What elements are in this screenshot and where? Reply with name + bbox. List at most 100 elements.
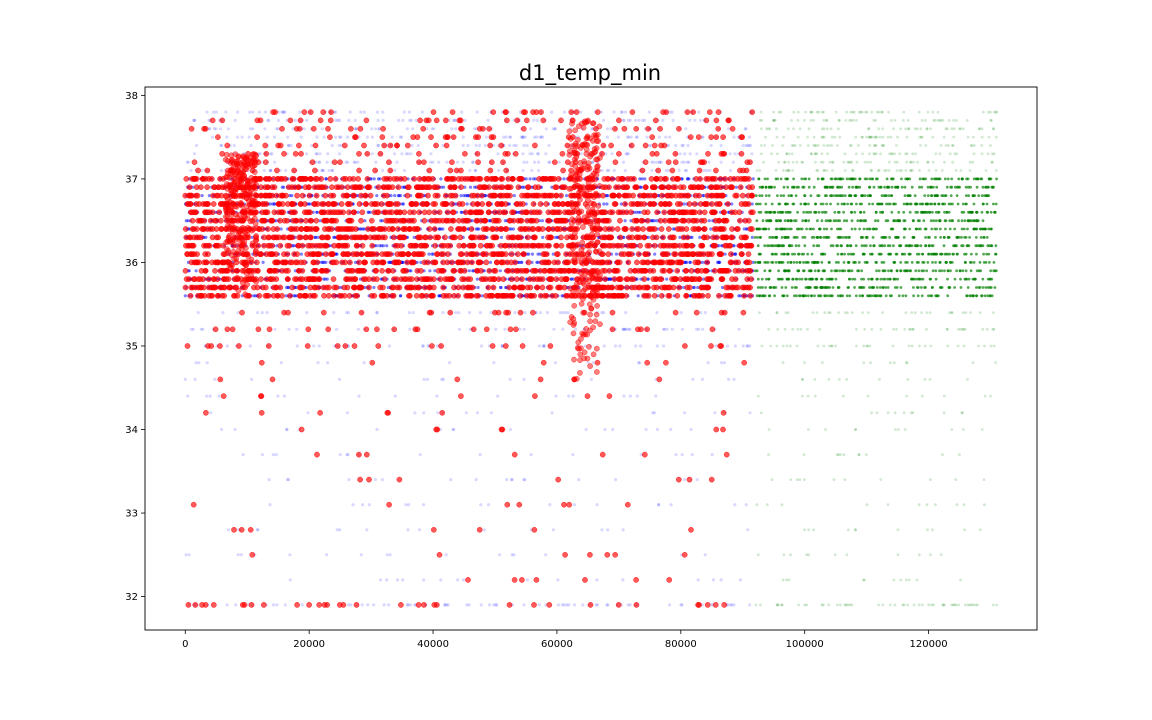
point-green	[825, 277, 829, 281]
point-green	[883, 244, 887, 248]
point-green	[804, 219, 808, 223]
point-green	[800, 394, 804, 398]
point-green	[878, 378, 881, 381]
point-green	[822, 227, 826, 231]
point-green	[917, 503, 921, 507]
point-green	[836, 177, 840, 181]
point-green	[841, 394, 845, 398]
point-blue	[233, 118, 237, 122]
point-green	[863, 160, 867, 164]
point-green	[972, 227, 976, 231]
point-green	[797, 603, 800, 607]
point-green	[812, 185, 816, 189]
point-green	[823, 269, 826, 273]
point-blue	[466, 194, 470, 198]
point-blue	[645, 135, 649, 139]
point-green	[888, 294, 892, 298]
point-green	[757, 177, 761, 181]
point-green	[773, 294, 776, 298]
point-blue	[693, 118, 697, 122]
point-blue	[542, 344, 546, 348]
point-blue	[512, 194, 516, 198]
point-green	[759, 144, 763, 147]
point-green	[789, 194, 793, 198]
point-blue	[682, 202, 686, 206]
point-blue	[650, 168, 654, 173]
point-blue	[408, 118, 412, 122]
point-green	[828, 144, 831, 147]
point-green	[795, 227, 799, 231]
point-blue	[463, 118, 467, 122]
point-green	[931, 135, 935, 139]
point-green	[817, 244, 821, 248]
point-blue	[605, 194, 609, 198]
point-green	[909, 169, 913, 172]
point-blue	[687, 160, 691, 164]
point-green	[890, 152, 894, 156]
point-green	[957, 177, 961, 181]
point-blue	[317, 160, 321, 164]
point-green	[791, 160, 795, 164]
point-green	[909, 169, 913, 172]
point-green	[782, 135, 786, 139]
point-green	[803, 361, 806, 365]
point-blue	[601, 118, 606, 122]
point-green	[953, 603, 956, 607]
point-green	[831, 160, 835, 164]
point-green	[899, 269, 902, 273]
point-green	[890, 119, 893, 122]
point-green	[820, 110, 824, 114]
point-green	[914, 269, 918, 273]
point-blue	[233, 427, 237, 432]
point-blue	[315, 152, 319, 156]
point-blue	[688, 260, 692, 264]
point-green	[963, 327, 967, 331]
point-blue	[627, 327, 631, 331]
point-green	[877, 110, 881, 114]
point-blue	[533, 160, 537, 164]
point-green	[764, 202, 768, 206]
point-blue	[492, 361, 496, 365]
point-green	[919, 244, 923, 248]
point-blue	[728, 152, 732, 156]
point-green	[976, 177, 980, 181]
point-green	[995, 603, 999, 607]
point-green	[813, 152, 817, 156]
point-green	[780, 286, 784, 289]
point-green	[991, 152, 994, 156]
point-green	[772, 119, 775, 122]
point-blue	[298, 110, 302, 114]
point-green	[938, 261, 942, 264]
point-green	[953, 127, 956, 131]
point-green	[926, 110, 930, 114]
point-blue	[498, 269, 502, 273]
point-blue	[236, 553, 240, 557]
point-green	[905, 202, 909, 206]
point-blue	[751, 177, 755, 181]
point-green	[787, 219, 790, 223]
point-green	[940, 269, 943, 273]
point-blue	[184, 219, 188, 223]
point-blue	[192, 152, 197, 156]
point-green	[759, 603, 762, 607]
point-blue	[538, 344, 542, 348]
point-green	[771, 144, 774, 147]
point-blue	[318, 152, 322, 156]
point-blue	[528, 177, 532, 181]
point-blue	[338, 135, 342, 139]
point-green	[882, 269, 886, 273]
point-green	[782, 553, 786, 557]
point-blue	[670, 327, 674, 331]
point-blue	[489, 411, 493, 415]
point-green	[851, 169, 855, 172]
point-blue	[686, 143, 690, 148]
point-blue	[649, 219, 654, 223]
point-blue	[422, 411, 426, 415]
point-green	[992, 327, 996, 331]
point-blue	[669, 503, 673, 507]
point-green	[775, 152, 779, 156]
point-blue	[689, 427, 693, 432]
point-green	[877, 185, 881, 189]
point-blue	[289, 143, 293, 148]
